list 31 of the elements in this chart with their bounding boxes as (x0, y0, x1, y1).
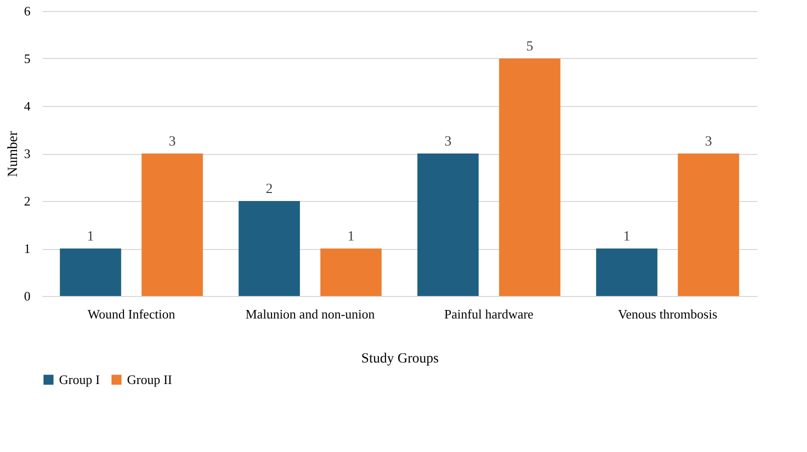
bar (678, 154, 740, 296)
x-tick-label: Painful hardware (444, 306, 534, 322)
y-tick-label: 5 (24, 51, 30, 66)
bar (60, 248, 122, 296)
x-tick-label: Venous thrombosis (618, 306, 718, 322)
bar (320, 248, 382, 296)
data-label: 3 (444, 134, 452, 150)
y-tick-label: 6 (24, 4, 31, 18)
bar (499, 58, 560, 296)
x-tick-label: Malunion and non-union (245, 306, 376, 322)
legend-label: Group II (127, 372, 172, 387)
data-label: 5 (526, 40, 534, 54)
x-tick-label: Wound Infection (88, 306, 176, 322)
data-label: 1 (347, 230, 354, 244)
data-label: 1 (87, 230, 94, 244)
bar (238, 201, 300, 296)
x-axis-title: Study Groups (361, 352, 439, 366)
bar (596, 248, 658, 296)
data-label: 3 (704, 134, 712, 150)
bar (142, 154, 203, 296)
data-label: 1 (623, 230, 630, 244)
bar (417, 154, 479, 296)
y-tick-label: 3 (24, 146, 30, 161)
y-tick-label: 2 (24, 194, 30, 208)
y-tick-label: 0 (24, 288, 30, 304)
y-axis-title: Number (6, 130, 21, 177)
y-tick-label: 4 (24, 98, 31, 114)
y-tick-label: 1 (24, 241, 30, 256)
data-label: 3 (168, 134, 176, 150)
data-label: 2 (266, 182, 273, 197)
legend-label: Group I (59, 372, 100, 387)
